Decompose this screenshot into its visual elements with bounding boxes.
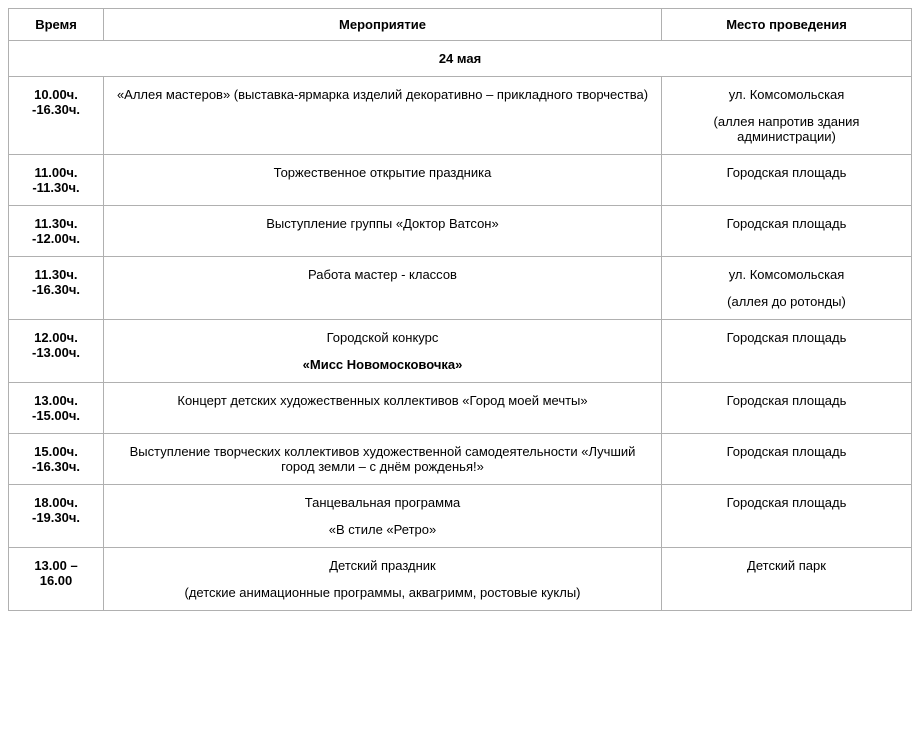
- place-cell: ул. Комсомольская (аллея до ротонды): [662, 257, 912, 320]
- schedule-table: Время Мероприятие Место проведения 24 ма…: [8, 8, 912, 611]
- place-cell: Городская площадь: [662, 383, 912, 434]
- event-line: Концерт детских художественных коллектив…: [112, 393, 653, 408]
- event-cell: Танцевальная программа «В стиле «Ретро»: [104, 485, 662, 548]
- place-line: Городская площадь: [670, 330, 903, 345]
- event-line: «Мисс Новомосковочка»: [112, 357, 653, 372]
- place-line: Городская площадь: [670, 393, 903, 408]
- table-row: 11.30ч. -12.00ч. Выступление группы «Докт…: [9, 206, 912, 257]
- place-line: Городская площадь: [670, 495, 903, 510]
- event-cell: Концерт детских художественных коллектив…: [104, 383, 662, 434]
- place-line: ул. Комсомольская: [670, 87, 903, 102]
- event-line: Городской конкурс: [112, 330, 653, 345]
- event-line: Выступление группы «Доктор Ватсон»: [112, 216, 653, 231]
- date-label: 24 мая: [9, 41, 912, 77]
- header-row: Время Мероприятие Место проведения: [9, 9, 912, 41]
- place-cell: Городская площадь: [662, 434, 912, 485]
- place-cell: ул. Комсомольская (аллея напротив здания …: [662, 77, 912, 155]
- place-line: Городская площадь: [670, 444, 903, 459]
- place-cell: Городская площадь: [662, 320, 912, 383]
- time-cell: 10.00ч. -16.30ч.: [9, 77, 104, 155]
- header-time: Время: [9, 9, 104, 41]
- place-line: (аллея до ротонды): [670, 294, 903, 309]
- event-line: Выступление творческих коллективов худож…: [112, 444, 653, 474]
- place-line: (аллея напротив здания администрации): [670, 114, 903, 144]
- time-cell: 18.00ч. -19.30ч.: [9, 485, 104, 548]
- table-row: 13.00ч. -15.00ч. Концерт детских художест…: [9, 383, 912, 434]
- date-row: 24 мая: [9, 41, 912, 77]
- time-cell: 15.00ч. -16.30ч.: [9, 434, 104, 485]
- time-cell: 12.00ч. -13.00ч.: [9, 320, 104, 383]
- time-cell: 11.00ч. -11.30ч.: [9, 155, 104, 206]
- table-row: 11.00ч. -11.30ч. Торжественное открытие п…: [9, 155, 912, 206]
- place-line: Городская площадь: [670, 165, 903, 180]
- table-row: 15.00ч. -16.30ч. Выступление творческих к…: [9, 434, 912, 485]
- table-row: 10.00ч. -16.30ч. «Аллея мастеров» (выстав…: [9, 77, 912, 155]
- event-line: «В стиле «Ретро»: [112, 522, 653, 537]
- place-cell: Детский парк: [662, 548, 912, 611]
- time-cell: 11.30ч. -12.00ч.: [9, 206, 104, 257]
- table-row: 12.00ч. -13.00ч. Городской конкурс «Мисс Н…: [9, 320, 912, 383]
- header-place: Место проведения: [662, 9, 912, 41]
- table-row: 11.30ч. -16.30ч. Работа мастер - классов у…: [9, 257, 912, 320]
- header-event: Мероприятие: [104, 9, 662, 41]
- event-line: Танцевальная программа: [112, 495, 653, 510]
- event-line: Торжественное открытие праздника: [112, 165, 653, 180]
- event-cell: Детский праздник (детские анимационные пр…: [104, 548, 662, 611]
- event-line: Детский праздник: [112, 558, 653, 573]
- event-line: «Аллея мастеров» (выставка-ярмарка издел…: [112, 87, 653, 102]
- time-cell: 13.00ч. -15.00ч.: [9, 383, 104, 434]
- time-cell: 13.00 – 16.00: [9, 548, 104, 611]
- event-cell: Выступление группы «Доктор Ватсон»: [104, 206, 662, 257]
- place-line: Городская площадь: [670, 216, 903, 231]
- event-cell: Торжественное открытие праздника: [104, 155, 662, 206]
- place-line: Детский парк: [670, 558, 903, 573]
- place-cell: Городская площадь: [662, 206, 912, 257]
- event-cell: Работа мастер - классов: [104, 257, 662, 320]
- time-cell: 11.30ч. -16.30ч.: [9, 257, 104, 320]
- place-cell: Городская площадь: [662, 155, 912, 206]
- event-line: Работа мастер - классов: [112, 267, 653, 282]
- place-line: ул. Комсомольская: [670, 267, 903, 282]
- table-row: 13.00 – 16.00 Детский праздник (детские ан…: [9, 548, 912, 611]
- place-cell: Городская площадь: [662, 485, 912, 548]
- event-cell: Выступление творческих коллективов худож…: [104, 434, 662, 485]
- event-cell: Городской конкурс «Мисс Новомосковочка»: [104, 320, 662, 383]
- event-cell: «Аллея мастеров» (выставка-ярмарка издел…: [104, 77, 662, 155]
- table-row: 18.00ч. -19.30ч. Танцевальная программа «В…: [9, 485, 912, 548]
- event-line: (детские анимационные программы, аквагри…: [112, 585, 653, 600]
